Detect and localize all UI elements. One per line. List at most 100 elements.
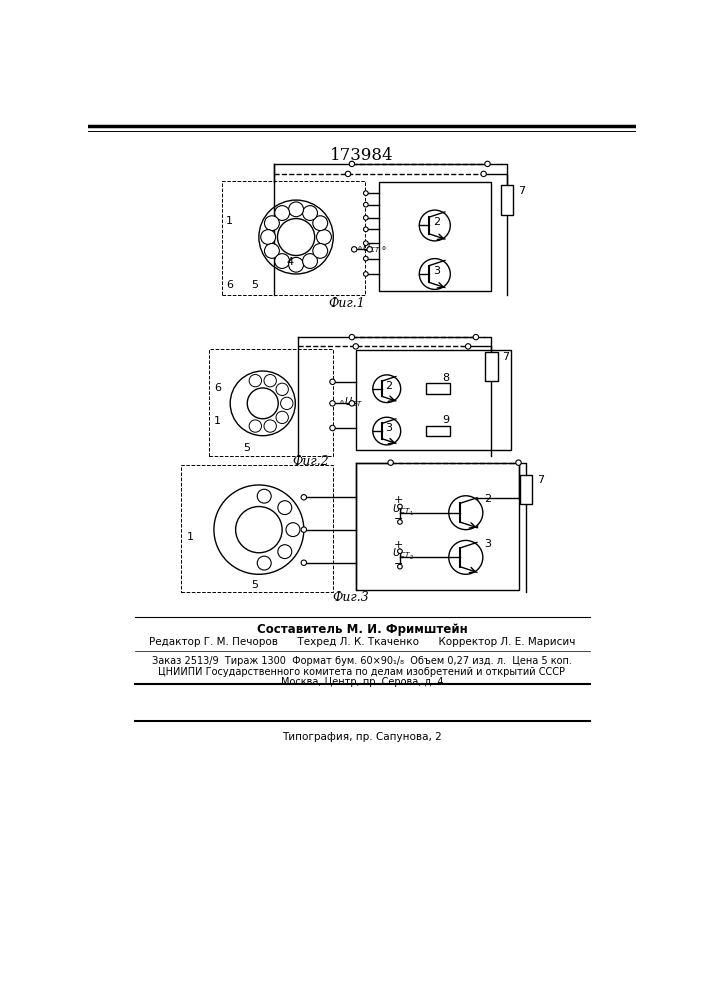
Circle shape (264, 374, 276, 387)
Bar (182, 465, 332, 592)
Text: 4: 4 (287, 257, 294, 267)
Circle shape (278, 545, 292, 559)
Circle shape (363, 215, 368, 220)
Bar (356, 350, 510, 450)
Text: 7: 7 (518, 186, 525, 196)
Text: $U_{CT_1}$: $U_{CT_1}$ (392, 503, 414, 518)
Circle shape (397, 564, 402, 569)
Circle shape (257, 556, 271, 570)
Circle shape (373, 417, 401, 445)
Text: $\circ U_{CT}$: $\circ U_{CT}$ (338, 396, 363, 409)
Circle shape (264, 420, 276, 432)
Circle shape (516, 460, 521, 465)
Bar (485, 352, 498, 381)
Text: $\circ U_{CT} \circ$: $\circ U_{CT} \circ$ (356, 242, 387, 255)
Text: 2: 2 (484, 494, 491, 504)
Circle shape (249, 374, 262, 387)
Circle shape (353, 344, 358, 349)
Bar (209, 349, 332, 456)
Text: 7: 7 (502, 352, 509, 362)
Text: 5: 5 (251, 280, 258, 290)
Text: 5: 5 (243, 443, 250, 453)
Circle shape (301, 527, 307, 532)
Text: 2: 2 (433, 217, 440, 227)
Text: 3: 3 (385, 423, 392, 433)
Circle shape (312, 244, 327, 258)
Text: −: − (394, 514, 403, 524)
Text: Фиг.3: Фиг.3 (332, 591, 369, 604)
Circle shape (329, 425, 335, 431)
Text: +: + (394, 540, 403, 550)
Text: 173984: 173984 (330, 147, 394, 164)
Circle shape (363, 191, 368, 195)
Circle shape (303, 254, 317, 268)
Circle shape (419, 259, 450, 289)
Text: 3: 3 (484, 539, 491, 549)
Circle shape (388, 460, 393, 465)
Circle shape (278, 501, 292, 515)
Circle shape (286, 523, 300, 537)
Circle shape (275, 206, 290, 220)
Text: −: − (394, 559, 403, 569)
Text: 6: 6 (214, 383, 221, 393)
Circle shape (235, 507, 282, 553)
Text: 1: 1 (214, 416, 221, 426)
Circle shape (275, 254, 290, 268)
Circle shape (349, 334, 355, 340)
Circle shape (349, 161, 355, 167)
Text: Фиг.1: Фиг.1 (329, 297, 366, 310)
Text: 2: 2 (385, 381, 392, 391)
Text: 3: 3 (433, 266, 440, 276)
Text: Типография, пр. Сапунова, 2: Типография, пр. Сапунова, 2 (282, 732, 442, 742)
Circle shape (276, 411, 288, 424)
Circle shape (276, 383, 288, 395)
Text: 7: 7 (537, 475, 544, 485)
Circle shape (373, 375, 401, 403)
Bar (520, 475, 532, 504)
Circle shape (397, 504, 402, 509)
Bar (426, 383, 450, 394)
Bar (501, 185, 513, 215)
Text: Заказ 2513/9  Тираж 1300  Формат бум. 60×90₁/₈  Объем 0,27 изд. л.  Цена 5 коп.: Заказ 2513/9 Тираж 1300 Формат бум. 60×9… (152, 656, 572, 666)
Circle shape (277, 219, 315, 256)
Circle shape (281, 397, 293, 410)
Text: ЦНИИПИ Государственного комитета по делам изобретений и открытий СССР: ЦНИИПИ Государственного комитета по дела… (158, 667, 566, 677)
Circle shape (481, 171, 486, 177)
Circle shape (247, 388, 279, 419)
Text: $U_{CT_2}$: $U_{CT_2}$ (392, 547, 414, 562)
Circle shape (473, 334, 479, 340)
Circle shape (288, 257, 303, 272)
Circle shape (329, 379, 335, 384)
Text: 1: 1 (226, 216, 233, 226)
Circle shape (257, 489, 271, 503)
Bar (222, 181, 365, 295)
Circle shape (259, 200, 333, 274)
Circle shape (363, 202, 368, 207)
Circle shape (301, 560, 307, 565)
Circle shape (312, 216, 327, 231)
Circle shape (363, 227, 368, 232)
Circle shape (485, 161, 490, 167)
Text: Редактор Г. М. Печоров      Техред Л. К. Ткаченко      Корректор Л. Е. Марисич: Редактор Г. М. Печоров Техред Л. К. Ткач… (148, 637, 575, 647)
Circle shape (465, 344, 471, 349)
Circle shape (397, 549, 402, 554)
Circle shape (264, 244, 279, 258)
Bar (356, 463, 518, 590)
Circle shape (363, 272, 368, 276)
Text: Составитель М. И. Фримштейн: Составитель М. И. Фримштейн (257, 623, 467, 636)
Circle shape (303, 206, 317, 220)
Circle shape (249, 420, 262, 432)
Circle shape (349, 401, 355, 406)
Circle shape (363, 241, 368, 246)
Text: 6: 6 (226, 280, 233, 290)
Circle shape (397, 520, 402, 524)
Text: Москва, Центр, пр. Серова, д. 4: Москва, Центр, пр. Серова, д. 4 (281, 677, 443, 687)
Circle shape (230, 371, 296, 436)
Circle shape (351, 247, 357, 252)
Circle shape (329, 401, 335, 406)
Text: 5: 5 (251, 580, 258, 590)
Circle shape (367, 247, 373, 252)
Text: Фиг.2: Фиг.2 (292, 455, 329, 468)
Circle shape (214, 485, 304, 574)
Circle shape (288, 202, 303, 217)
